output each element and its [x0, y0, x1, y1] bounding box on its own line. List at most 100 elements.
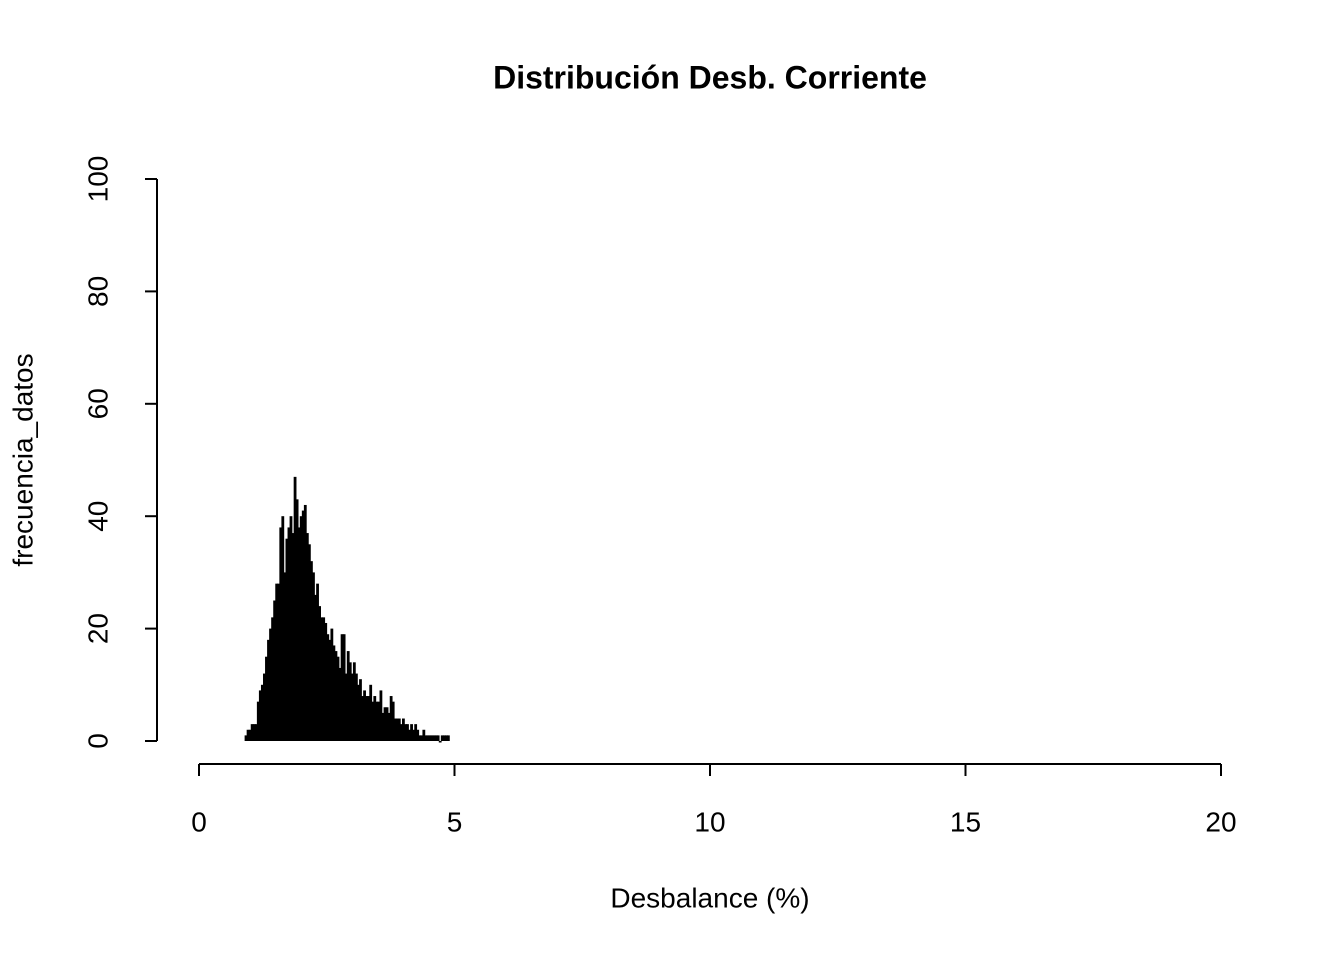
bar: [344, 673, 348, 741]
bar: [283, 572, 287, 741]
y-axis-label: frecuencia_datos: [7, 353, 38, 566]
bar: [393, 718, 397, 741]
bar: [269, 628, 272, 741]
bar: [303, 504, 307, 741]
x-tick-label: 15: [950, 806, 981, 837]
bar: [395, 718, 399, 741]
bar: [442, 735, 446, 741]
bar: [342, 634, 346, 741]
bar: [246, 729, 250, 741]
bar: [312, 572, 315, 741]
bar: [289, 516, 293, 741]
bar: [326, 634, 330, 741]
bar: [338, 667, 342, 741]
bar: [381, 712, 385, 741]
bar: [371, 701, 375, 741]
bar: [408, 729, 411, 741]
bar: [391, 701, 395, 741]
bar: [369, 684, 373, 741]
bar: [428, 735, 432, 741]
bar: [354, 673, 358, 741]
bar: [293, 476, 297, 741]
bar: [271, 617, 274, 741]
bar: [414, 724, 418, 741]
bar: [416, 729, 420, 741]
bar: [404, 724, 407, 741]
bar: [410, 724, 413, 741]
bar: [250, 724, 254, 741]
bar: [340, 634, 344, 741]
bar: [432, 735, 436, 741]
bar: [420, 735, 424, 741]
bar: [389, 696, 393, 741]
bar: [299, 516, 303, 741]
bar: [314, 594, 317, 741]
bar: [267, 639, 270, 741]
bar: [387, 712, 391, 741]
bar: [334, 651, 338, 741]
bar: [295, 499, 299, 741]
bar: [322, 617, 326, 741]
bar: [244, 735, 248, 741]
bar: [258, 690, 262, 741]
bar: [373, 696, 377, 741]
x-tick-label: 10: [694, 806, 725, 837]
bar: [287, 527, 291, 741]
bar: [367, 696, 371, 741]
bar: [361, 696, 364, 741]
bar: [279, 527, 283, 741]
y-tick-label: 0: [82, 733, 113, 749]
x-tick-label: 5: [447, 806, 463, 837]
bar: [438, 741, 442, 743]
bar: [328, 639, 332, 741]
bar: [336, 656, 340, 741]
bar: [297, 527, 301, 741]
bar: [248, 729, 252, 741]
bar: [446, 735, 450, 741]
bar: [277, 583, 281, 741]
bar: [291, 533, 295, 741]
bar: [324, 622, 328, 741]
bar: [350, 673, 354, 741]
bar: [385, 707, 389, 741]
bar: [254, 724, 258, 741]
bar: [406, 724, 409, 741]
bar: [440, 735, 444, 741]
bar: [363, 690, 366, 741]
bar: [426, 735, 430, 741]
bar: [310, 561, 313, 741]
y-tick-label: 80: [82, 276, 113, 307]
bar: [348, 662, 352, 741]
bar: [352, 662, 356, 741]
bar: [318, 606, 321, 741]
bar: [412, 729, 416, 741]
bar: [273, 600, 277, 741]
bar: [307, 544, 311, 741]
bar: [365, 696, 369, 741]
x-axis-label: Desbalance (%): [610, 882, 809, 913]
bar: [383, 707, 387, 741]
bar: [332, 645, 336, 741]
bar: [434, 735, 438, 741]
bar: [444, 735, 448, 741]
bar: [397, 718, 401, 741]
bar: [320, 617, 324, 741]
y-tick-label: 100: [82, 156, 113, 203]
bar: [316, 583, 319, 741]
y-tick-label: 60: [82, 388, 113, 419]
bar: [301, 510, 305, 741]
bar: [418, 735, 422, 741]
bar: [305, 533, 309, 741]
y-tick-label: 20: [82, 613, 113, 644]
bar: [256, 701, 260, 741]
bar: [377, 701, 381, 741]
x-tick-label: 20: [1205, 806, 1236, 837]
bar: [285, 538, 289, 741]
bar: [359, 679, 362, 741]
bar: [375, 701, 379, 741]
bar: [436, 735, 440, 741]
bar: [263, 673, 266, 741]
bar: [422, 729, 426, 741]
bar: [346, 651, 350, 741]
